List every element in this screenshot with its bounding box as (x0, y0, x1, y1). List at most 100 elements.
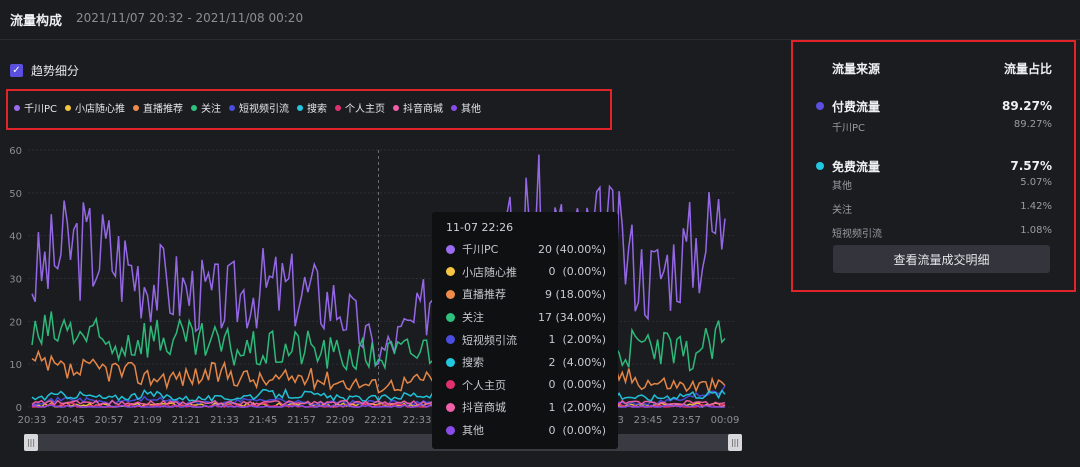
trend-checkbox[interactable]: ✓ (10, 64, 23, 77)
panel-highlight (791, 40, 1076, 292)
tooltip-series-value: 0 (0.00%) (548, 378, 606, 392)
legend-item[interactable]: 关注 (191, 100, 221, 115)
x-tick-label: 21:21 (172, 415, 201, 426)
traffic-source-panel: 流量来源 流量占比 付费流量 89.27% 千川PC 89.27% 免费流量 7… (816, 60, 1052, 241)
legend-dot-icon (229, 104, 236, 111)
traffic-line-chart: 0 10 20 30 40 50 60 20:33 20:45 20:57 21:09 21:21 21… (9, 146, 740, 426)
trend-toggle[interactable]: ✓ 趋势细分 (10, 62, 79, 79)
legend-item[interactable]: 小店随心推 (65, 100, 125, 115)
free-sub-item: 关注 1.42% (832, 201, 1052, 217)
x-tick-label: 00:09 (711, 415, 740, 426)
tooltip-dot-icon (446, 244, 455, 254)
paid-dot-icon (816, 102, 824, 110)
tooltip-row: 直播推荐 9 (18.00%) (446, 283, 606, 306)
free-value: 7.57% (1010, 159, 1052, 173)
zoom-slider-track[interactable] (24, 434, 742, 451)
y-tick-label: 50 (9, 189, 22, 200)
tooltip-series-value: 1 (2.00%) (548, 400, 606, 414)
legend-dot-icon (14, 104, 20, 111)
tooltip-row: 千川PC 20 (40.00%) (446, 238, 606, 261)
free-sub-item: 其他 5.07% (832, 177, 1052, 193)
y-tick-label: 0 (16, 403, 22, 414)
paid-traffic-group: 付费流量 89.27% (816, 97, 1052, 115)
tooltip-dot-icon (446, 289, 455, 299)
tooltip-dot-icon (446, 380, 455, 390)
legend-item[interactable]: 抖音商城 (393, 100, 443, 115)
paid-sub-value: 89.27% (1013, 119, 1052, 130)
legend-label: 直播推荐 (143, 104, 184, 115)
zoom-slider-left-handle[interactable]: ||| (24, 434, 38, 451)
tooltip-series-name: 抖音商城 (462, 401, 506, 415)
x-tick-label: 22:21 (364, 415, 393, 426)
legend-item[interactable]: 直播推荐 (133, 100, 183, 115)
col-source-label: 流量来源 (832, 62, 881, 76)
free-sub-name: 短视频引流 (832, 229, 882, 240)
tooltip-series-name: 千川PC (462, 243, 499, 257)
tooltip-row: 关注 17 (34.00%) (446, 306, 606, 329)
legend-item[interactable]: 千川PC (14, 100, 57, 115)
zoom-slider-right-handle[interactable]: ||| (728, 434, 742, 451)
legend-label: 小店随心推 (75, 104, 126, 115)
free-name: 免费流量 (832, 159, 881, 174)
paid-name: 付费流量 (832, 99, 881, 114)
tooltip-row: 短视频引流 1 (2.00%) (446, 328, 606, 351)
tooltip-time: 11-07 22:26 (446, 221, 514, 234)
tooltip-series-value: 1 (2.00%) (548, 333, 606, 347)
paid-sub-name: 千川PC (832, 123, 866, 134)
tooltip-row: 小店随心推 0 (0.00%) (446, 261, 606, 284)
tooltip-series-value: 17 (34.00%) (537, 310, 606, 324)
legend-label: 千川PC (24, 104, 58, 115)
tooltip-row: 抖音商城 1 (2.00%) (446, 396, 606, 419)
tooltip-row: 个人主页 0 (0.00%) (446, 374, 606, 397)
legend-label: 搜索 (307, 104, 328, 115)
tooltip-dot-icon (446, 402, 455, 412)
legend-item[interactable]: 个人主页 (335, 100, 385, 115)
x-tick-label: 21:45 (249, 415, 278, 426)
x-tick-label: 21:33 (210, 415, 239, 426)
legend-dot-icon (393, 104, 400, 111)
x-tick-label: 23:57 (672, 415, 701, 426)
y-tick-label: 60 (9, 146, 22, 157)
free-traffic-group: 免费流量 7.57% (816, 157, 1052, 175)
tooltip-series-name: 关注 (462, 311, 484, 325)
tooltip-series-name: 其他 (462, 424, 484, 438)
legend-dot-icon (133, 104, 140, 111)
series-line (31, 154, 726, 367)
free-sub-value: 5.07% (1020, 177, 1052, 188)
y-tick-label: 40 (9, 232, 22, 243)
page-header: 流量构成 2021/11/07 20:32 - 2021/11/08 00:20 (0, 0, 1080, 40)
free-sub-name: 关注 (832, 205, 852, 216)
legend-label: 个人主页 (345, 104, 386, 115)
chart-tooltip: 11-07 22:26 千川PC 20 (40.00%) 小店随心推 0 (0.00%… (432, 212, 618, 449)
tooltip-dot-icon (446, 335, 455, 345)
x-tick-label: 22:09 (326, 415, 355, 426)
legend-label: 短视频引流 (239, 104, 290, 115)
legend-item[interactable]: 短视频引流 (229, 100, 289, 115)
free-sub-value: 1.08% (1020, 225, 1052, 236)
x-tick-label: 20:57 (95, 415, 124, 426)
y-tick-label: 10 (9, 360, 22, 371)
legend-item[interactable]: 搜索 (297, 100, 327, 115)
legend-label: 抖音商城 (403, 104, 444, 115)
tooltip-series-name: 直播推荐 (462, 288, 506, 302)
legend-label: 关注 (201, 104, 222, 115)
y-tick-label: 20 (9, 317, 22, 328)
x-tick-label: 23:45 (634, 415, 663, 426)
tooltip-dot-icon (446, 312, 455, 322)
legend-dot-icon (335, 104, 342, 111)
chart-legend: 千川PC 小店随心推 直播推荐 关注 短视频引流 搜索 个人主页 抖音商城 其他 (14, 100, 489, 115)
legend-dot-icon (451, 104, 458, 111)
time-range: 2021/11/07 20:32 - 2021/11/08 00:20 (76, 11, 304, 25)
col-ratio-label: 流量占比 (1003, 62, 1052, 76)
view-traffic-detail-button[interactable]: 查看流量成交明细 (833, 245, 1050, 273)
trend-label: 趋势细分 (31, 64, 80, 78)
x-tick-label: 21:09 (133, 415, 162, 426)
legend-item[interactable]: 其他 (451, 100, 481, 115)
x-tick-label: 20:33 (18, 415, 47, 426)
tooltip-series-name: 搜索 (462, 356, 484, 370)
tooltip-series-name: 短视频引流 (462, 333, 517, 347)
free-sub-name: 其他 (832, 181, 852, 192)
free-dot-icon (816, 162, 824, 170)
legend-dot-icon (191, 104, 198, 111)
legend-label: 其他 (461, 104, 482, 115)
